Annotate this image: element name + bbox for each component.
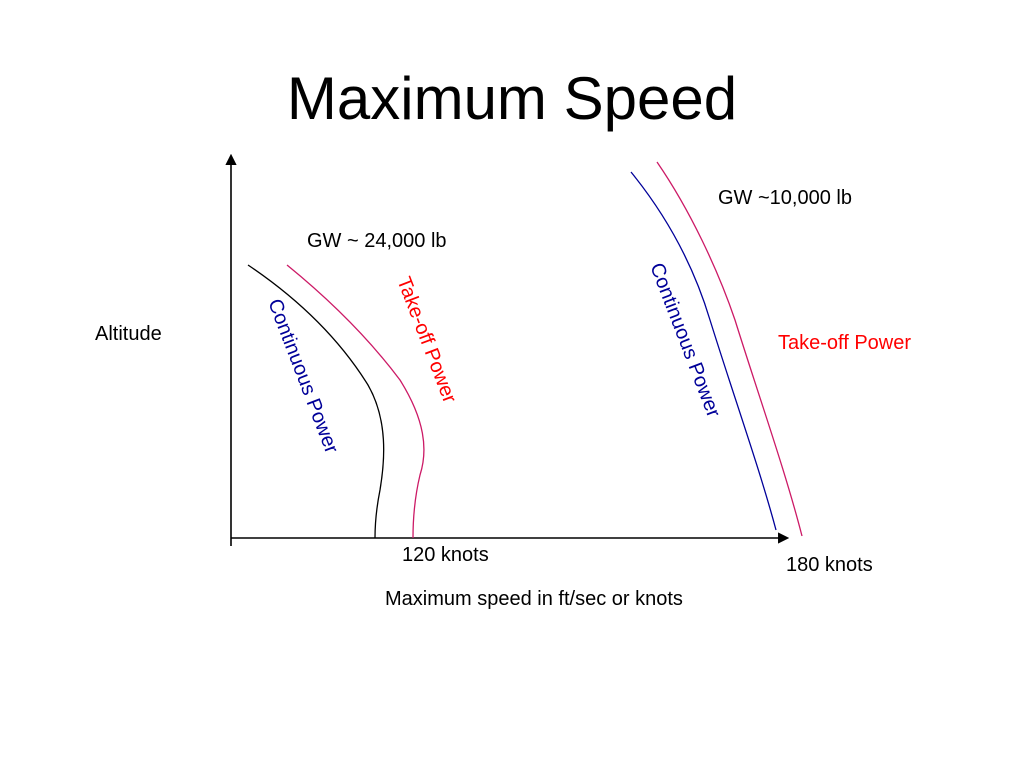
curve-heavy-takeoff-power — [286, 264, 425, 539]
curve-light-continuous-power — [630, 171, 777, 531]
curve-heavy-continuous-power — [247, 264, 385, 539]
label-light-continuous-power: Continuous Power — [645, 260, 724, 421]
y-axis-label: Altitude — [95, 323, 162, 345]
label-light-takeoff-power: Take-off Power — [778, 332, 911, 354]
speed-marker-120: 120 knots — [402, 544, 489, 566]
label-heavy-continuous-power: Continuous Power — [263, 296, 342, 457]
weight-label-heavy: GW ~ 24,000 lb — [307, 230, 447, 252]
label-heavy-takeoff-power: Take-off Power — [392, 274, 460, 406]
x-axis-label: Maximum speed in ft/sec or knots — [385, 588, 683, 610]
curve-light-takeoff-power — [656, 161, 803, 537]
speed-marker-180: 180 knots — [786, 554, 873, 576]
weight-label-light: GW ~10,000 lb — [718, 187, 852, 209]
slide-title: Maximum Speed — [287, 65, 737, 132]
